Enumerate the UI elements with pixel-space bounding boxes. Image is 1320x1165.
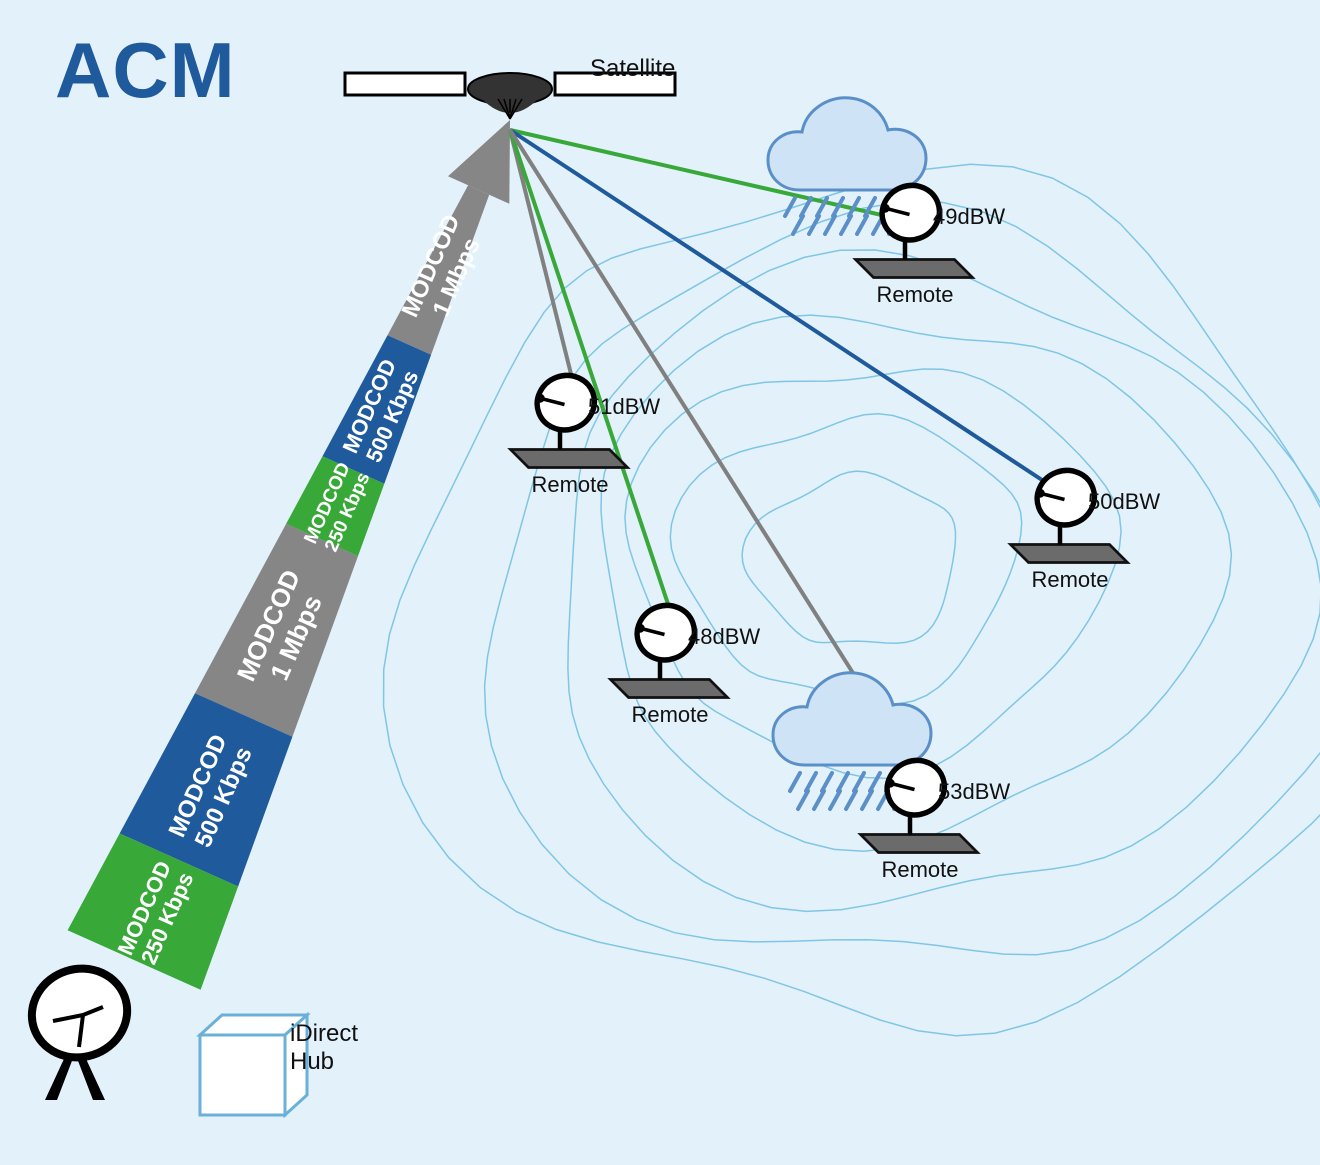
- beam-segment-label: MODCOD1 Mbps: [223, 546, 343, 716]
- hub-label-line2: Hub: [290, 1048, 334, 1075]
- beam-segment-label: MODCOD250 Kbps: [101, 830, 212, 997]
- remote-dbw: 50dBW: [1088, 489, 1160, 515]
- remote-caption: Remote: [850, 282, 980, 308]
- remote-caption: Remote: [505, 472, 635, 498]
- remote-caption: Remote: [1005, 567, 1135, 593]
- diagram-title: ACM: [55, 25, 236, 116]
- remote-dbw: 49dBW: [933, 204, 1005, 230]
- satellite-label: Satellite: [590, 55, 675, 83]
- remote-stations: [511, 177, 1128, 852]
- beam-segment-label: MODCOD1 Mbps: [386, 187, 501, 356]
- diagram-canvas: ACM Satellite iDi: [0, 0, 1320, 1165]
- remote-caption: Remote: [605, 702, 735, 728]
- remote-dbw: 53dBW: [938, 779, 1010, 805]
- hub-icon: [20, 956, 307, 1115]
- hub-label: iDirect Hub: [290, 1020, 358, 1075]
- remote-caption: Remote: [855, 857, 985, 883]
- remote-dbw: 48dBW: [688, 624, 760, 650]
- remote-dbw: 51dBW: [588, 394, 660, 420]
- rain-clouds: [768, 98, 931, 809]
- hub-label-line1: iDirect: [290, 1020, 358, 1047]
